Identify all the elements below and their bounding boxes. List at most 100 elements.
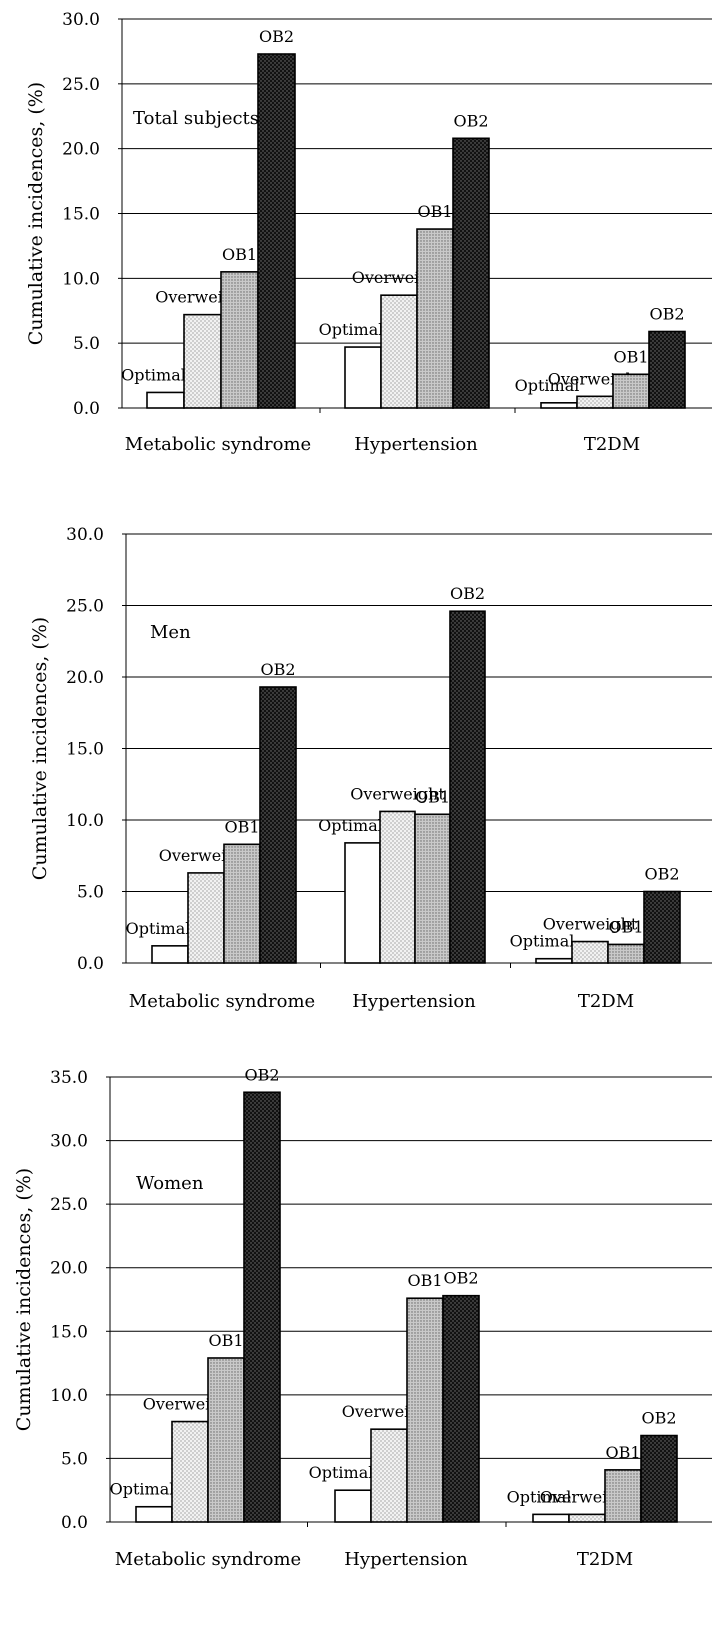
x-category-label: Hypertension <box>344 1549 468 1570</box>
bar-overweight <box>187 872 225 964</box>
bar-overweight <box>380 294 418 409</box>
bar-series-label: OB1 <box>407 1271 442 1290</box>
bar-ob2 <box>257 53 296 409</box>
y-tick-label: 15.0 <box>66 740 104 760</box>
bar-series-label: OB1 <box>415 787 450 806</box>
y-tick-label: 10.0 <box>50 1386 88 1406</box>
bar-series-label: OB1 <box>608 917 643 936</box>
bar-series-label: OB1 <box>208 1331 243 1350</box>
bar-series-label: Overweight <box>543 915 638 934</box>
bar-optimal <box>146 391 185 409</box>
bar-series-label: Optimal <box>319 320 384 339</box>
bar-ob2 <box>449 610 486 964</box>
bar-ob1 <box>607 943 645 964</box>
bar-series-label: Optimal <box>309 1463 374 1482</box>
y-tick-label: 5.0 <box>77 883 104 903</box>
bar-series-label: Optimal <box>507 1487 572 1506</box>
bar-series-label: OB1 <box>613 347 648 366</box>
bar-optimal <box>535 957 573 964</box>
bar-ob1 <box>604 1469 642 1523</box>
y-tick-label: 30.0 <box>50 1132 88 1152</box>
bar-ob2 <box>452 137 490 409</box>
chart-panel-2: 0.0 5.0 10.0 15.0 20.0 25.0 30.0 Cumulative inc… <box>29 525 712 1012</box>
bar-series-label: Overweight <box>350 784 445 803</box>
bar-optimal <box>334 1489 372 1523</box>
bar-optimal <box>344 346 382 409</box>
y-tick-label: 25.0 <box>50 1195 88 1215</box>
bar-optimal <box>344 842 381 964</box>
bar-series-label: OB1 <box>417 202 452 221</box>
bar-ob1 <box>207 1357 245 1523</box>
bar-series-label: OB2 <box>649 304 684 323</box>
y-tick-label: 30.0 <box>66 525 104 545</box>
bar-series-label: OB1 <box>224 817 259 836</box>
x-category-label: T2DM <box>578 991 634 1012</box>
y-tick-label: 30.0 <box>62 10 100 30</box>
bar-series-label: OB2 <box>641 1409 676 1428</box>
bar-series-label: OB2 <box>244 1065 279 1084</box>
bar-series-label: Optimal <box>510 932 575 951</box>
y-tick-label: 0.0 <box>61 1513 88 1533</box>
bar-ob1 <box>416 228 454 409</box>
bar-ob1 <box>223 843 261 964</box>
bar-ob2 <box>648 330 686 409</box>
bar-optimal <box>540 402 578 409</box>
bar-overweight <box>370 1428 408 1523</box>
y-tick-label: 10.0 <box>66 811 104 831</box>
bar-ob1 <box>220 271 259 409</box>
y-axis-label: Cumulative incidences, (%) <box>25 82 47 345</box>
bar-overweight <box>171 1420 209 1523</box>
bar-series-label: OB1 <box>605 1443 640 1462</box>
bar-optimal <box>135 1505 173 1523</box>
y-tick-label: 25.0 <box>66 597 104 617</box>
bar-series-label: OB2 <box>644 865 679 884</box>
y-axis-label: Cumulative incidences, (%) <box>13 1168 35 1431</box>
bar-series-label: Optimal <box>318 816 383 835</box>
y-tick-label: 25.0 <box>62 75 100 95</box>
panel-label: Women <box>136 1173 204 1194</box>
bar-series-label: Optimal <box>515 376 580 395</box>
bar-ob1 <box>414 813 451 964</box>
y-tick-label: 5.0 <box>61 1449 88 1469</box>
bar-overweight <box>576 395 614 409</box>
x-category-label: Hypertension <box>352 991 476 1012</box>
bar-series-label: OB2 <box>260 660 295 679</box>
bar-overweight <box>379 810 416 964</box>
bar-overweight <box>183 313 222 409</box>
bar-series-label: Optimal <box>110 1480 175 1499</box>
y-tick-label: 35.0 <box>50 1068 88 1088</box>
y-tick-label: 20.0 <box>66 668 104 688</box>
y-tick-label: 10.0 <box>62 269 100 289</box>
x-category-label: T2DM <box>584 434 640 455</box>
bar-optimal <box>151 945 189 964</box>
bar-overweight <box>571 940 609 964</box>
bar-ob2 <box>640 1434 678 1523</box>
x-category-label: Metabolic syndrome <box>115 1549 301 1570</box>
y-tick-label: 0.0 <box>73 399 100 419</box>
bar-series-label: OB2 <box>453 111 488 130</box>
y-tick-label: 0.0 <box>77 954 104 974</box>
x-category-label: Metabolic syndrome <box>129 991 315 1012</box>
x-category-label: Metabolic syndrome <box>125 434 311 455</box>
bar-overweight <box>568 1513 606 1523</box>
bar-series-label: OB2 <box>443 1269 478 1288</box>
chart-panel-1: 0.0 5.0 10.0 15.0 20.0 25.0 30.0 Cumulative inc… <box>25 10 712 455</box>
bar-series-label: OB2 <box>259 27 294 46</box>
bar-series-label: OB1 <box>222 245 257 264</box>
y-axis-label: Cumulative incidences, (%) <box>29 617 51 880</box>
bar-optimal <box>532 1513 570 1523</box>
panel-label: Total subjects <box>133 108 259 129</box>
y-tick-label: 5.0 <box>73 334 100 354</box>
y-tick-label: 20.0 <box>62 140 100 160</box>
y-tick-label: 20.0 <box>50 1259 88 1279</box>
bar-ob2 <box>243 1091 281 1523</box>
x-category-label: Hypertension <box>354 434 478 455</box>
bar-ob2 <box>259 686 297 964</box>
x-category-label: T2DM <box>577 1549 633 1570</box>
y-tick-label: 15.0 <box>62 205 100 225</box>
panel-label: Men <box>150 622 191 643</box>
bar-ob1 <box>612 373 650 409</box>
bar-series-label: Optimal <box>126 919 191 938</box>
bar-series-label: OB2 <box>450 584 485 603</box>
